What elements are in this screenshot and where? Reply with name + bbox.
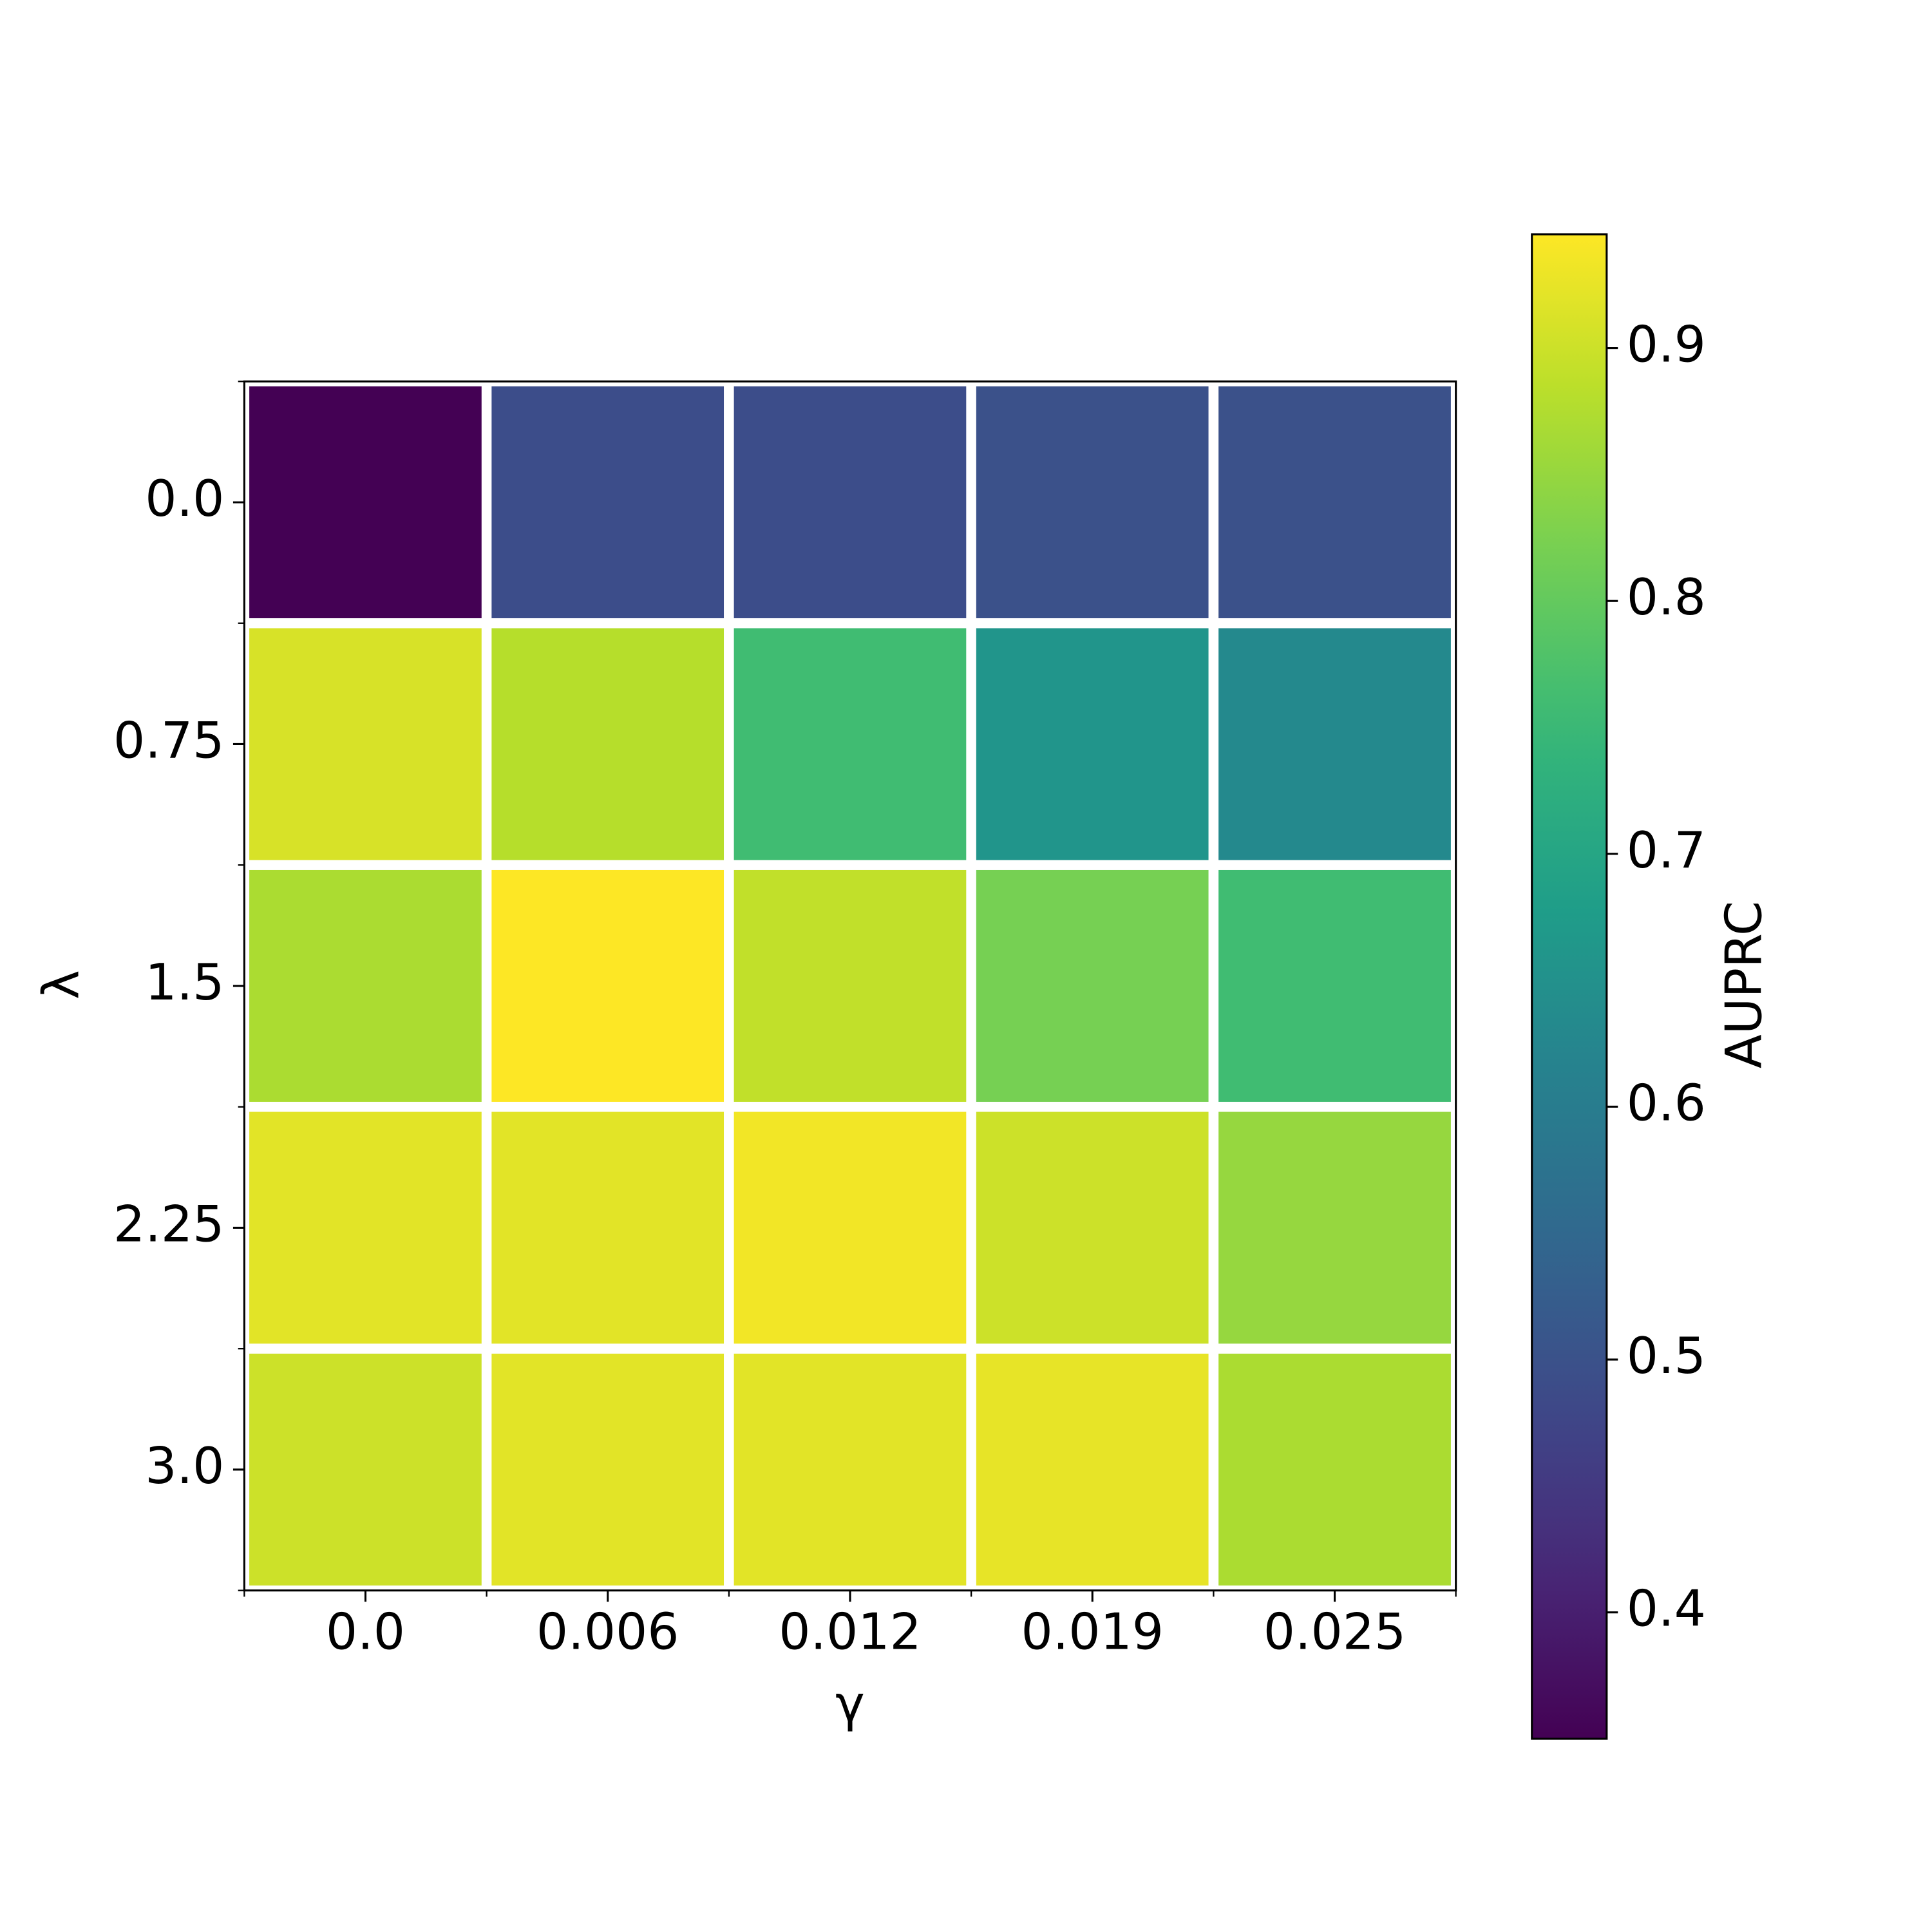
heatmap-cell [1208, 860, 1461, 1112]
heatmap-cell [1208, 376, 1461, 629]
heatmap-cell [239, 376, 492, 629]
x-axis-label: γ [835, 1676, 865, 1734]
heatmap-cell [239, 1343, 492, 1596]
heatmap-cell [966, 376, 1219, 629]
y-tick-label: 0.75 [113, 712, 224, 770]
heatmap-cell [1208, 1101, 1461, 1354]
heatmap-cell [724, 860, 976, 1112]
colorbar-label: AUPRC [1716, 901, 1774, 1068]
heatmap-cell [724, 1343, 976, 1596]
y-tick-label: 2.25 [113, 1195, 224, 1253]
colorbar [1531, 233, 1608, 1740]
heatmap-cell [239, 618, 492, 870]
colorbar-tick-label: 0.8 [1627, 569, 1706, 627]
x-tick-label: 0.025 [1264, 1603, 1406, 1661]
colorbar-tick-label: 0.7 [1627, 822, 1706, 880]
heatmap-cell [239, 1101, 492, 1354]
heatmap-cell [724, 618, 976, 870]
heatmap-cell [724, 1101, 976, 1354]
heatmap-cell [966, 860, 1219, 1112]
heatmap-cell [966, 618, 1219, 870]
colorbar-tick-label: 0.5 [1627, 1327, 1706, 1385]
heatmap-cell [1208, 618, 1461, 870]
heatmap-cell [481, 618, 734, 870]
colorbar-tick-label: 0.9 [1627, 316, 1706, 374]
heatmap-cell [966, 1101, 1219, 1354]
heatmap-cell [966, 1343, 1219, 1596]
heatmap-cell [481, 860, 734, 1112]
y-tick-label: 1.5 [145, 954, 224, 1012]
y-tick-label: 0.0 [145, 470, 224, 528]
x-tick-label: 0.006 [536, 1603, 679, 1661]
heatmap-cell [481, 1101, 734, 1354]
colorbar-tick-label: 0.6 [1627, 1074, 1706, 1132]
heatmap-cell [481, 376, 734, 629]
x-tick-label: 0.019 [1021, 1603, 1164, 1661]
colorbar-tick-label: 0.4 [1627, 1580, 1706, 1638]
heatmap-cell [239, 860, 492, 1112]
heatmap-cell [1208, 1343, 1461, 1596]
y-tick-label: 3.0 [145, 1437, 224, 1495]
x-tick-label: 0.012 [779, 1603, 922, 1661]
heatmap-cell [724, 376, 976, 629]
x-tick-label: 0.0 [326, 1603, 405, 1661]
y-axis-label: λ [33, 970, 91, 999]
heatmap-cell [481, 1343, 734, 1596]
